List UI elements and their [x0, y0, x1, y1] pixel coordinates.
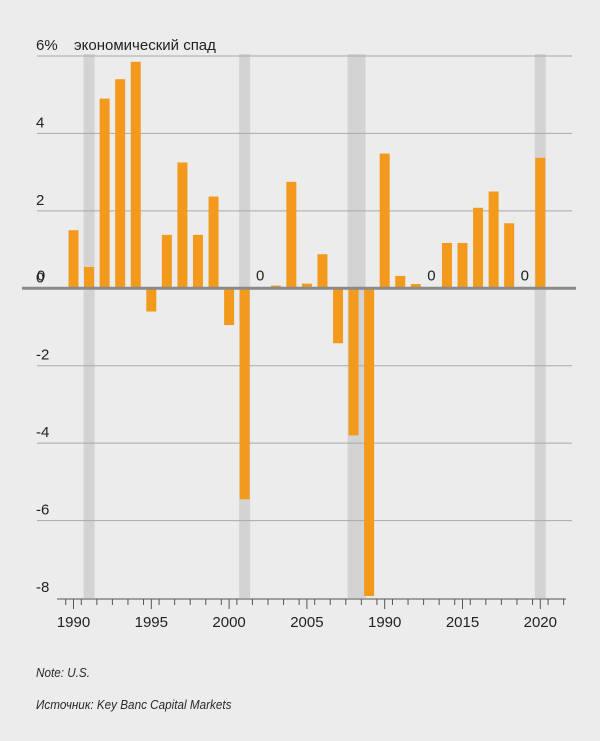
bars [68, 61, 546, 597]
y-tick-label: -8 [36, 579, 49, 596]
y-tick-label: 2 [36, 192, 44, 209]
bar-1996 [161, 234, 172, 289]
chart-note: Note: U.S. [36, 665, 90, 680]
chart-title: экономический спад [74, 37, 216, 54]
y-tick-label: -2 [36, 347, 49, 364]
bar-2008 [348, 288, 359, 436]
zero-value-label: 0 [256, 267, 264, 284]
bar-1995 [146, 288, 157, 312]
y-unit-label: 6% [36, 37, 58, 54]
x-tick-label: 1990 [368, 614, 401, 631]
zero-value-label: 0 [427, 267, 435, 284]
x-tick-label: 1990 [57, 614, 90, 631]
bar-1990 [68, 230, 79, 289]
bar-1991 [84, 266, 95, 289]
bar-2006 [317, 254, 328, 289]
bar-1997 [177, 162, 188, 289]
recession-bands [83, 54, 546, 598]
bar-2017 [488, 191, 499, 289]
bar-2020 [535, 157, 546, 289]
bar-2014 [441, 242, 452, 289]
bar-2015 [457, 242, 468, 289]
y-tick-label: -4 [36, 424, 49, 441]
recession-band-1991 [83, 54, 95, 598]
bar-1992 [99, 98, 110, 289]
bar-2000 [224, 288, 235, 326]
bar-1998 [192, 234, 203, 289]
bar-2016 [473, 207, 484, 289]
chart-source: Источник: Key Banc Capital Markets [36, 697, 232, 712]
bar-1993 [115, 79, 126, 289]
x-tick-label: 2005 [290, 614, 323, 631]
y-tick-label: 0 [36, 269, 44, 286]
recession-band-2020 [534, 54, 546, 598]
zero-value-label: 0 [521, 267, 529, 284]
bar-2011 [395, 275, 406, 289]
gridlines [37, 55, 572, 522]
bar-2004 [286, 181, 297, 289]
x-axis: 1990 1995 2000 2005 1990 2015 2020 [57, 598, 566, 631]
y-tick-label: -6 [36, 502, 49, 519]
x-tick-label: 1995 [135, 614, 168, 631]
bar-2009 [364, 288, 375, 597]
bar-2001 [239, 288, 250, 500]
bar-2010 [379, 153, 390, 289]
x-tick-label: 2015 [446, 614, 479, 631]
bar-1994 [130, 61, 141, 289]
bar-1999 [208, 196, 219, 289]
y-tick-label: 4 [36, 114, 44, 131]
zero-value-label: 0 [37, 267, 45, 284]
bar-2007 [333, 288, 344, 344]
x-tick-label: 2020 [524, 614, 557, 631]
bar-2018 [504, 223, 515, 289]
x-tick-label: 2000 [212, 614, 245, 631]
bar-2012 [410, 284, 421, 289]
bar-2005 [301, 283, 312, 289]
